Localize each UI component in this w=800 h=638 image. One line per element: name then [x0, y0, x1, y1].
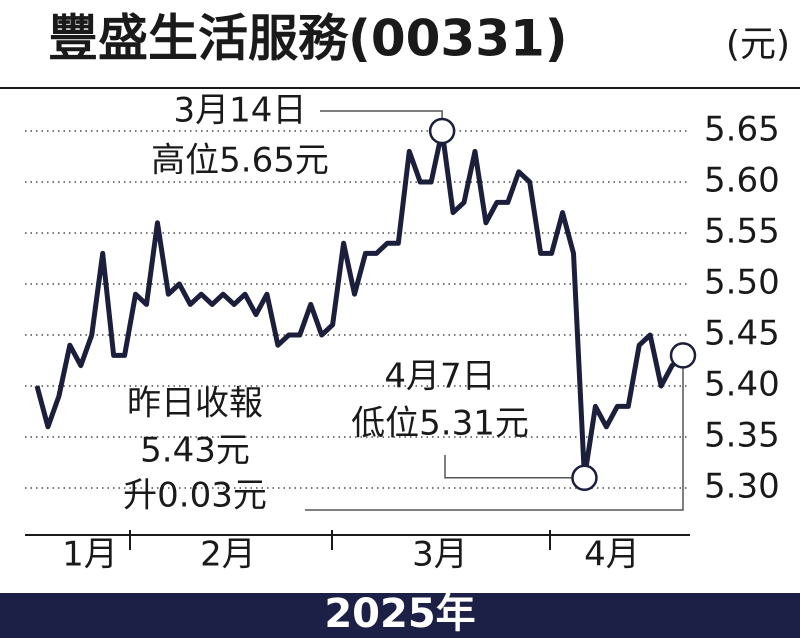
marker-circle: [669, 342, 697, 369]
x-tick-label: 2月: [200, 535, 256, 575]
y-tick-label: 5.30: [704, 467, 780, 507]
y-tick-label: 5.50: [704, 263, 780, 303]
y-tick-label: 5.60: [704, 161, 780, 201]
annotation: 高位5.65元: [151, 141, 329, 181]
unit-label: (元): [726, 24, 790, 65]
y-tick-label: 5.40: [704, 365, 780, 405]
annotation: 3月14日: [174, 91, 307, 131]
year-bar: [0, 593, 800, 638]
y-tick-label: 5.35: [704, 416, 780, 456]
year-label: 2025年: [324, 591, 475, 637]
y-tick-label: 5.65: [704, 110, 780, 150]
annotation: 升0.03元: [123, 476, 267, 516]
y-tick-label: 5.55: [704, 212, 780, 252]
chart-title: 豐盛生活服務(00331): [48, 10, 568, 68]
leader-line: [444, 455, 585, 479]
x-tick-label: 3月: [412, 535, 468, 575]
y-tick-label: 5.45: [704, 314, 780, 354]
x-tick-label: 1月: [62, 535, 118, 575]
price-line: [34, 128, 685, 481]
leader-line: [305, 355, 684, 511]
annotation: 5.43元: [140, 431, 250, 471]
marker-circle: [571, 464, 598, 492]
annotation: 昨日收報: [127, 384, 263, 424]
annotation: 低位5.31元: [351, 404, 529, 444]
x-tick-label: 4月: [584, 535, 640, 575]
annotation: 4月7日: [384, 357, 495, 397]
marker-circle: [428, 117, 456, 145]
